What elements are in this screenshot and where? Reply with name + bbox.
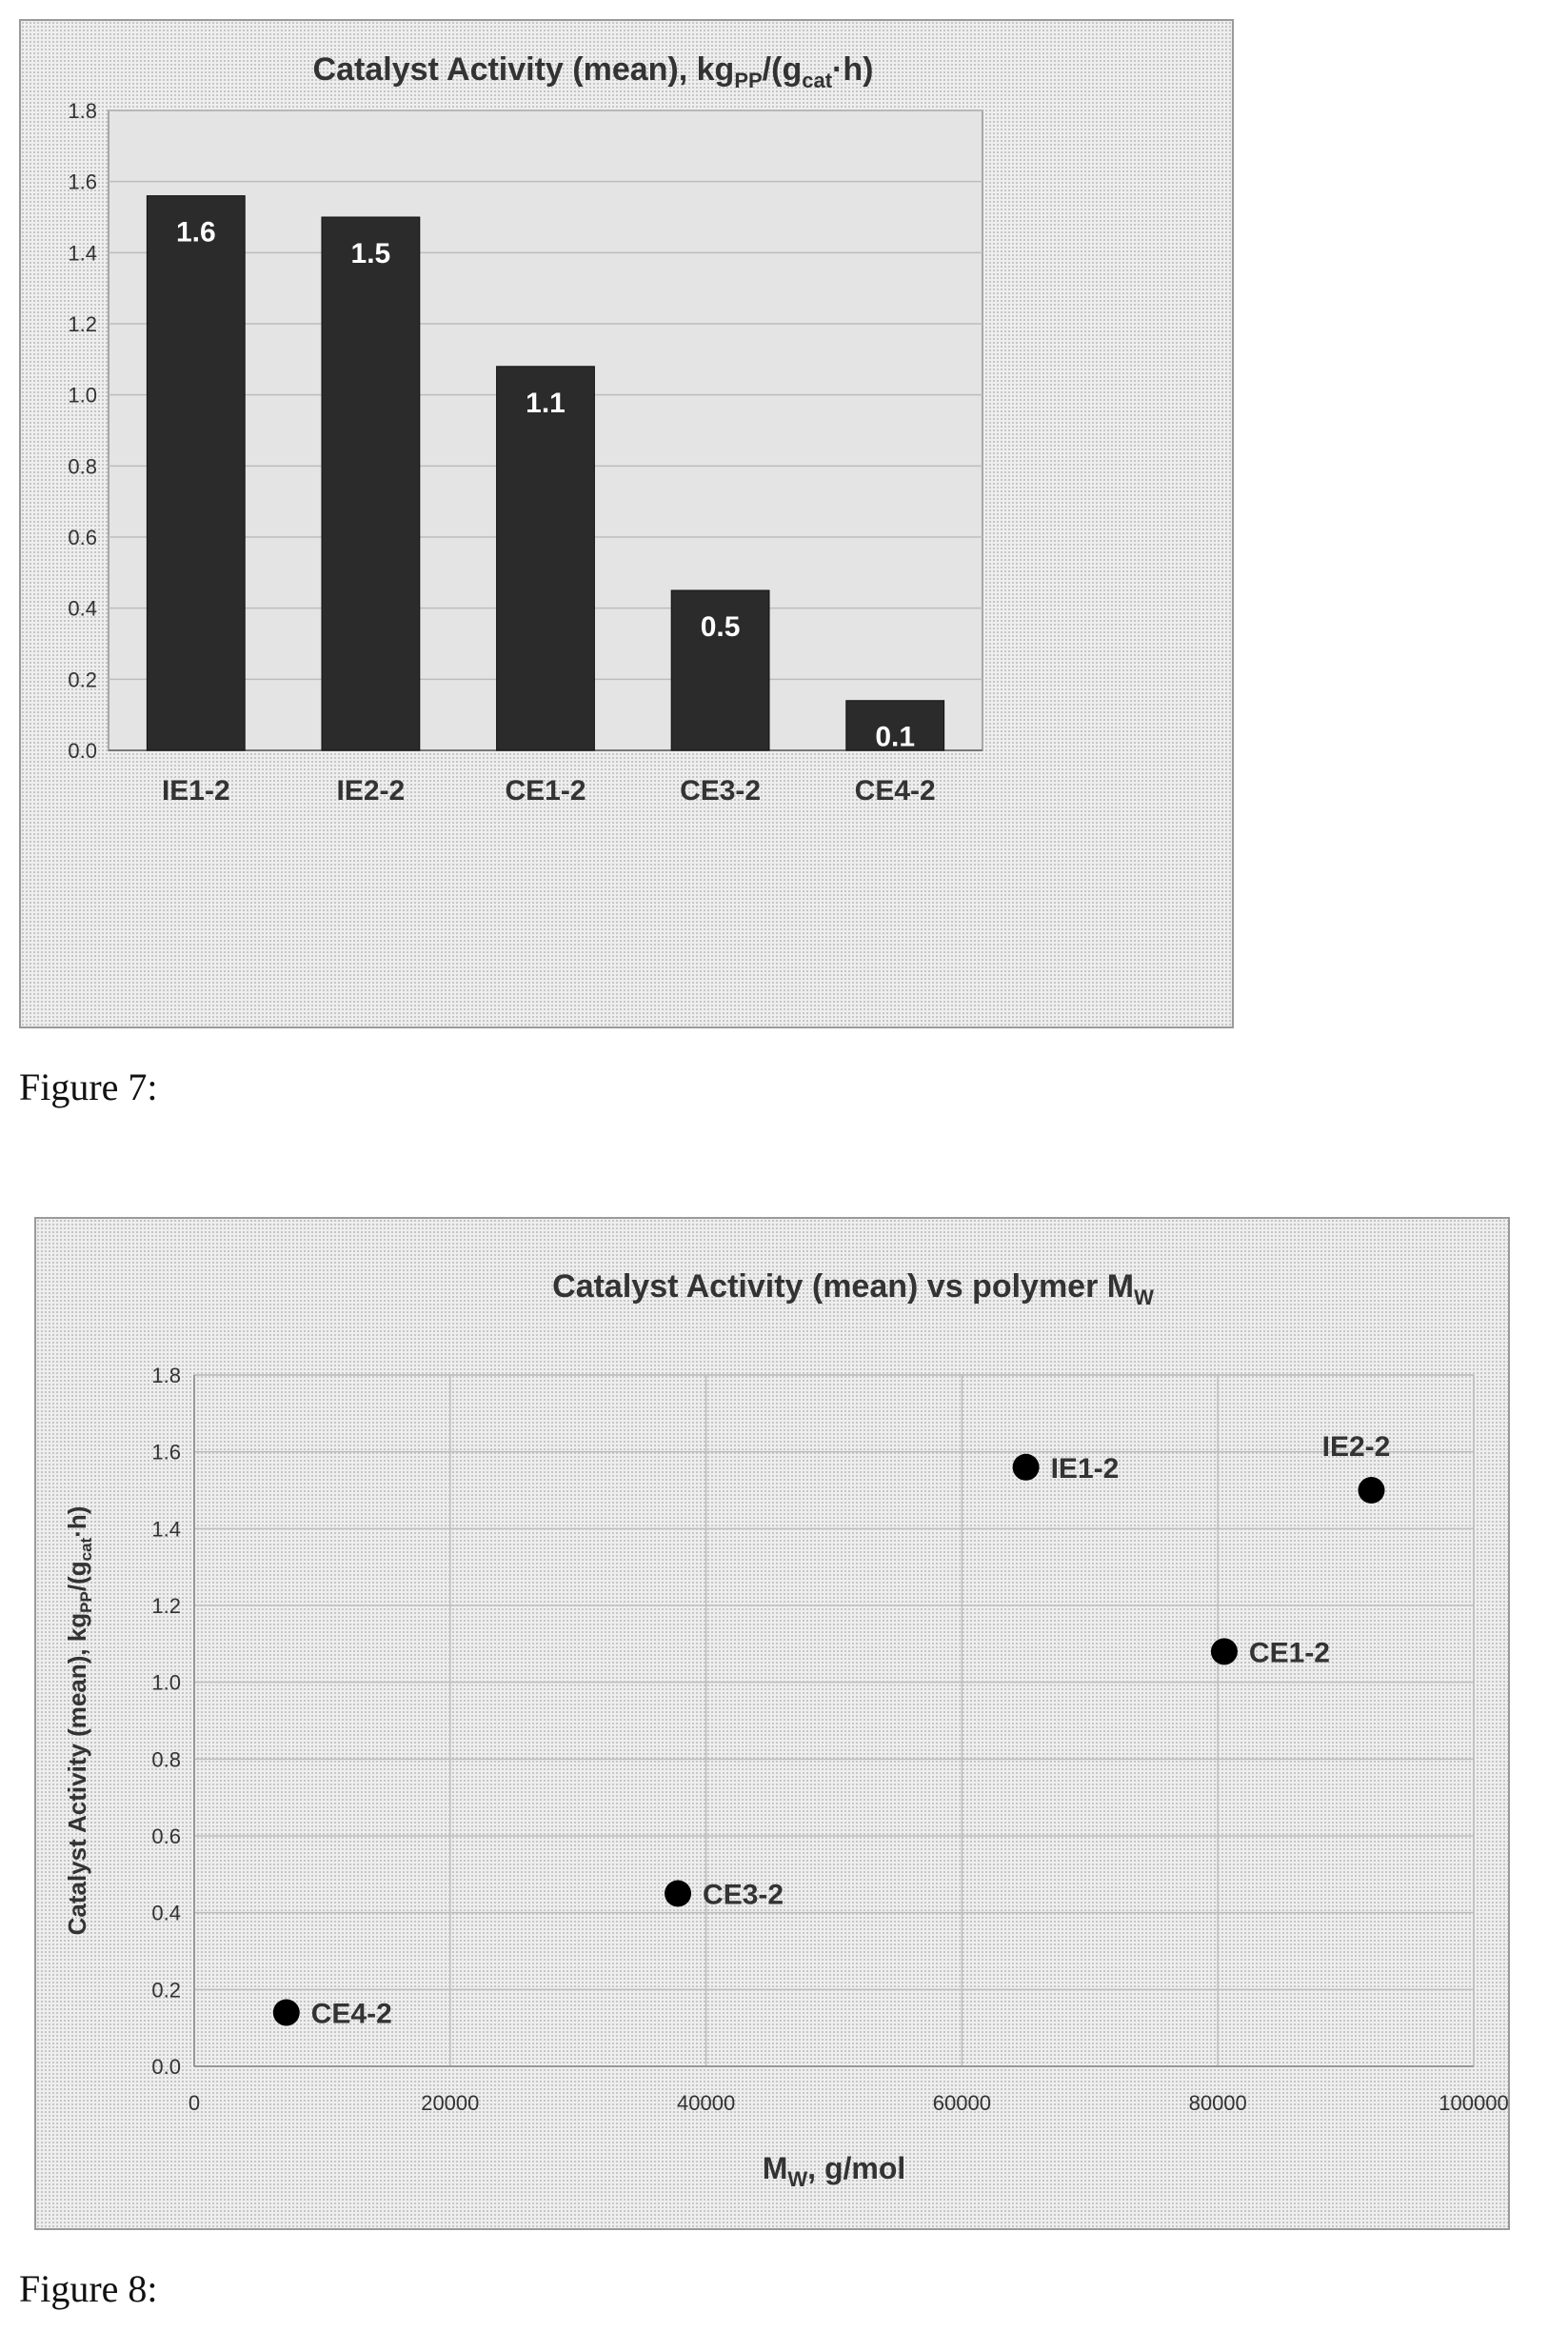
y-tick-label: 1.8 — [68, 99, 97, 123]
y-axis-label-middle: /(g — [63, 1561, 91, 1591]
x-axis-label-end: , g/mol — [807, 2151, 905, 2185]
data-point-label: CE1-2 — [1249, 1637, 1330, 1668]
x-tick-label: 20000 — [421, 2091, 479, 2115]
data-point-ce1-2 — [1210, 1638, 1238, 1665]
y-axis-label-main: Catalyst Activity (mean), kg — [63, 1613, 91, 1936]
y-tick-label: 0.8 — [68, 454, 97, 478]
y-tick-label: 0.8 — [151, 1747, 181, 1771]
bar-ce1-2 — [496, 366, 595, 751]
y-tick-label: 0.6 — [151, 1824, 181, 1848]
y-axis-label: Catalyst Activity (mean), kgPP/(gcat·h) — [63, 1506, 95, 1936]
bar-ce3-2 — [670, 589, 770, 751]
chart-title-subscript-cat: cat — [802, 69, 832, 92]
x-category-label: CE1-2 — [505, 775, 586, 807]
figure-8-chart: Catalyst Activity (mean) vs polymer MW 0.… — [34, 1217, 1510, 2230]
x-tick-label: 0 — [189, 2091, 200, 2115]
bar-data-label: 0.5 — [701, 611, 741, 643]
figure-8-scatter-chart-svg: Catalyst Activity (mean) vs polymer MW0.… — [63, 1268, 1509, 2191]
data-point-ie2-2 — [1358, 1477, 1385, 1504]
x-axis-label: MW, g/mol — [763, 2151, 906, 2191]
data-point-ie1-2 — [1012, 1453, 1040, 1481]
y-tick-label: 1.6 — [151, 1441, 181, 1465]
y-axis-label-end: ·h) — [63, 1506, 91, 1538]
x-axis-label-main: M — [763, 2151, 788, 2185]
data-point-label: IE1-2 — [1051, 1453, 1120, 1485]
x-axis-label-subscript: W — [787, 2167, 807, 2191]
x-tick-label: 40000 — [677, 2091, 735, 2115]
chart-title-subscript-pp: PP — [734, 69, 762, 92]
figure-8-caption: Figure 8: — [19, 2267, 158, 2310]
data-point-ce4-2 — [272, 1999, 300, 2026]
plot-area — [193, 1374, 1475, 2067]
x-category-label: IE1-2 — [162, 775, 230, 807]
y-tick-label: 1.8 — [151, 1364, 181, 1387]
data-point-label: IE2-2 — [1322, 1431, 1391, 1463]
chart-title-middle: /(g — [763, 51, 803, 88]
y-tick-label: 0.6 — [68, 526, 97, 549]
y-tick-label: 0.4 — [68, 597, 97, 621]
figure-7-chart: Catalyst Activity (mean), kgPP/(gcat·h) 0… — [19, 19, 1234, 1028]
x-category-label: CE3-2 — [680, 775, 761, 807]
y-tick-label: 1.4 — [68, 241, 97, 265]
x-tick-label: 60000 — [933, 2091, 991, 2115]
data-point-label: CE4-2 — [311, 1999, 392, 2030]
y-tick-label: 0.2 — [151, 1978, 181, 2002]
chart-title: Catalyst Activity (mean) vs polymer MW — [552, 1268, 1154, 1309]
y-tick-label: 1.6 — [68, 170, 97, 194]
y-tick-label: 1.4 — [151, 1517, 181, 1541]
bar-data-label: 1.5 — [351, 238, 391, 269]
y-tick-label: 1.2 — [68, 312, 97, 336]
data-point-ce3-2 — [665, 1880, 692, 1907]
chart-title-main: Catalyst Activity (mean) vs polymer M — [552, 1268, 1134, 1305]
x-tick-label: 80000 — [1189, 2091, 1247, 2115]
x-category-label: CE4-2 — [855, 775, 936, 807]
bar-data-label: 1.6 — [176, 217, 216, 249]
y-tick-label: 0.4 — [151, 1902, 181, 1925]
x-tick-label: 100000 — [1439, 2091, 1508, 2115]
chart-title-main: Catalyst Activity (mean), kg — [313, 51, 735, 88]
y-tick-label: 1.0 — [68, 384, 97, 408]
chart-title: Catalyst Activity (mean), kgPP/(gcat·h) — [313, 51, 874, 92]
y-tick-label: 0.2 — [68, 668, 97, 691]
y-axis-label-subscript-cat: cat — [77, 1537, 95, 1561]
figure-7-bar-chart-svg: Catalyst Activity (mean), kgPP/(gcat·h) 0… — [68, 51, 983, 807]
figure-7-caption: Figure 7: — [19, 1066, 158, 1108]
y-tick-label: 0.0 — [151, 2055, 181, 2079]
y-tick-label: 1.0 — [151, 1671, 181, 1695]
y-axis-label-subscript-pp: PP — [77, 1591, 95, 1613]
bar-ie2-2 — [321, 216, 421, 751]
y-tick-label: 0.0 — [68, 739, 97, 763]
data-point-label: CE3-2 — [703, 1880, 784, 1911]
x-category-label: IE2-2 — [337, 775, 406, 807]
chart-title-end: ·h) — [832, 51, 873, 88]
bar-ie1-2 — [146, 195, 246, 751]
chart-title-subscript-w: W — [1134, 1286, 1154, 1309]
bar-data-label: 1.1 — [526, 388, 566, 419]
y-tick-label: 1.2 — [151, 1594, 181, 1618]
bar-data-label: 0.1 — [875, 722, 915, 753]
bar-ce4-2 — [845, 700, 945, 751]
